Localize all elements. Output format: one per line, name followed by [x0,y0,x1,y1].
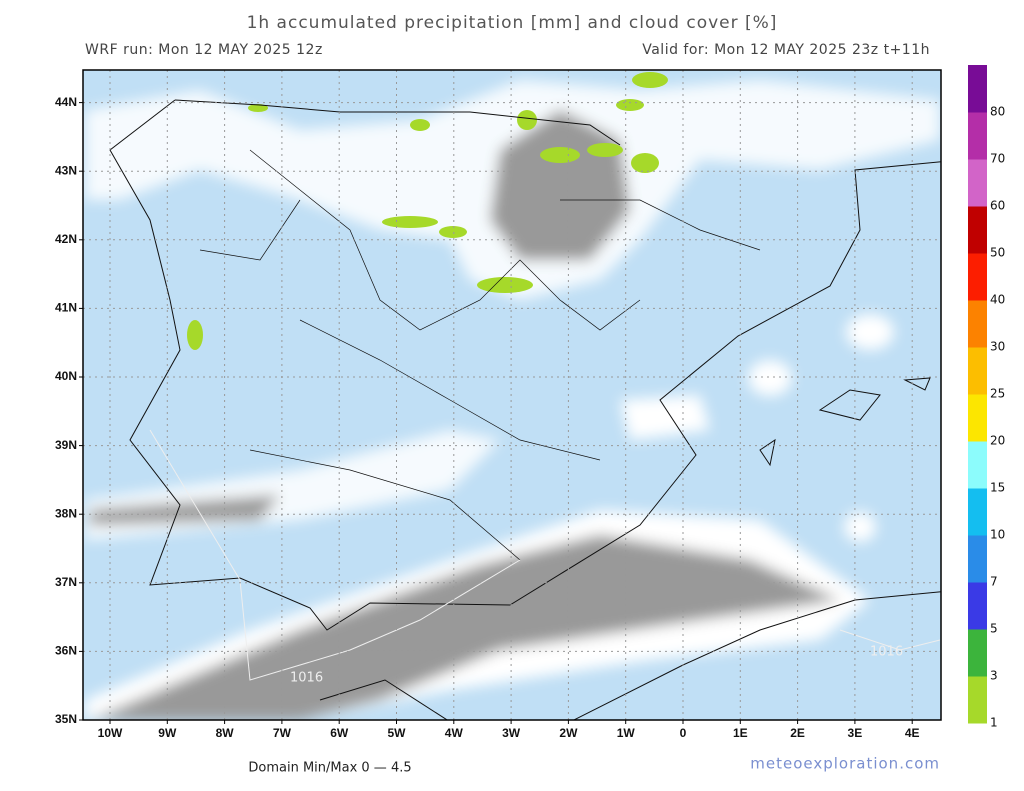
map-frame [82,69,942,721]
lat-label: 35N [55,712,77,726]
lat-label: 36N [55,644,77,658]
colorbar-swatch [968,582,987,630]
colorbar-label: 7 [990,575,998,589]
colorbar-label: 10 [990,528,1005,542]
colorbar-swatch [968,253,987,301]
colorbar-label: 15 [990,481,1005,495]
lat-label: 42N [55,232,77,246]
isobar-label: 1016 [870,645,903,660]
colorbar-label: 25 [990,387,1005,401]
lon-label: 1E [733,726,748,740]
lon-label: 0 [680,726,687,740]
colorbar-label: 30 [990,340,1005,354]
coastline [109,99,941,720]
colorbar-label: 40 [990,293,1005,307]
run-info: WRF run: Mon 12 MAY 2025 12z [85,42,323,58]
isobars [149,429,941,681]
lon-label: 6W [330,726,349,740]
colorbar-label: 50 [990,246,1005,260]
colorbar-label: 3 [990,669,998,683]
colorbar-swatch [968,394,987,442]
colorbar-swatch [968,676,987,724]
lon-label: 3W [502,726,521,740]
axes: 35N 36N 37N 38N 39N 40N 41N 42N 43N 44N 10W 9W 8W 7W 6… [55,95,920,740]
colorbar-swatch [968,488,987,536]
colorbar-swatch [968,535,987,583]
lon-label: 9W [158,726,177,740]
precipitation [187,72,668,350]
colorbar: 1 3 5 7 10 15 20 25 30 40 50 60 70 80 [968,65,1005,730]
lon-label: 3E [848,726,863,740]
colorbar-swatch [968,347,987,395]
colorbar-swatch [968,206,987,254]
title: 1h accumulated precipitation [mm] and cl… [247,13,778,33]
colorbar-swatch [968,159,987,207]
colorbar-label: 80 [990,105,1005,119]
colorbar-swatch [968,300,987,348]
site-name: meteoexploration.com [750,755,940,773]
lon-label: 2W [559,726,578,740]
lat-label: 41N [55,301,77,315]
graticule [83,70,941,720]
lat-label: 39N [55,438,77,452]
lat-label: 43N [55,163,77,177]
colorbar-label: 70 [990,152,1005,166]
colorbar-label: 20 [990,434,1005,448]
domain-minmax: Domain Min/Max 0 — 4.5 [248,761,411,776]
colorbar-label: 5 [990,622,998,636]
colorbar-label: 1 [990,716,998,730]
lat-label: 40N [55,369,77,383]
lon-label: 1W [617,726,636,740]
colorbar-swatch [968,441,987,489]
lat-label: 44N [55,95,77,109]
valid-info: Valid for: Mon 12 MAY 2025 23z t+11h [642,42,930,58]
lon-label: 2E [790,726,805,740]
colorbar-swatch [968,629,987,677]
isobar-label: 1016 [290,671,323,686]
lon-label: 4E [905,726,920,740]
lon-label: 4W [445,726,464,740]
cloud-cover [85,80,940,720]
lon-label: 8W [216,726,235,740]
lat-label: 37N [55,575,77,589]
colorbar-swatch [968,65,987,113]
lon-label: 7W [273,726,292,740]
lat-label: 38N [55,506,77,520]
colorbar-swatch [968,112,987,160]
lon-label: 10W [98,726,123,740]
lon-label: 5W [388,726,407,740]
colorbar-label: 60 [990,199,1005,213]
map: 1016 1016 [83,70,941,720]
